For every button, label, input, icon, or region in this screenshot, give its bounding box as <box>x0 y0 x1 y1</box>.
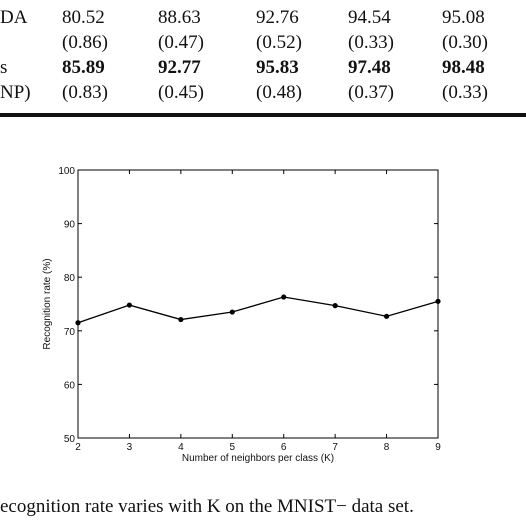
x-tick-label: 4 <box>178 442 184 453</box>
cell: 88.63 <box>158 7 201 28</box>
data-point <box>281 294 287 300</box>
cell: 80.52 <box>62 7 105 28</box>
cell: 92.76 <box>256 7 299 28</box>
data-point <box>383 313 390 319</box>
x-tick-label: 3 <box>127 442 133 453</box>
cell: (0.83) <box>62 82 108 103</box>
cell: (0.47) <box>158 32 204 53</box>
x-tick-label: 2 <box>75 442 81 453</box>
y-tick-label: 90 <box>64 220 76 231</box>
x-tick-label: 9 <box>435 442 441 453</box>
table-row: (0.86) (0.47) (0.52) (0.33) (0.30) <box>0 31 526 55</box>
cell: 95.08 <box>442 7 485 28</box>
series-line <box>77 296 439 324</box>
table-row: NP) (0.83) (0.45) (0.48) (0.37) (0.33) <box>0 81 526 105</box>
data-point <box>178 316 184 323</box>
row-label: DA <box>0 7 28 28</box>
x-tick-label: 5 <box>230 442 236 453</box>
table-row: s 85.89 92.77 95.83 97.48 98.48 <box>0 56 526 80</box>
y-tick-label: 50 <box>64 434 76 445</box>
cell: 85.89 <box>62 57 105 78</box>
row-label: NP) <box>0 82 31 103</box>
y-tick-label: 80 <box>64 273 76 284</box>
data-point <box>229 309 235 315</box>
cell: (0.86) <box>62 32 108 53</box>
y-tick-label: 100 <box>58 166 75 177</box>
row-label: s <box>0 57 8 78</box>
cell: (0.37) <box>348 82 394 103</box>
x-tick-label: 8 <box>384 442 390 453</box>
line-chart-figure: 2 3 4 5 6 7 8 9 50 60 70 80 90 100 Number of neighbor… <box>0 150 526 480</box>
x-axis-label: Number of neighbors per class (K) <box>182 453 334 464</box>
cell: (0.33) <box>442 82 488 103</box>
ticks-layer: 2 3 4 5 6 7 8 9 50 60 70 80 90 100 <box>58 166 441 453</box>
data-point <box>126 302 133 308</box>
y-tick-label: 70 <box>64 327 76 338</box>
y-tick-label: 60 <box>64 380 76 391</box>
cell: (0.33) <box>348 32 394 53</box>
series-layer <box>75 294 441 326</box>
plot-frame <box>77 169 439 439</box>
table-row: DA 80.52 88.63 92.76 94.54 95.08 <box>0 6 526 30</box>
cell: (0.45) <box>158 82 204 103</box>
cell: (0.48) <box>256 82 302 103</box>
x-tick-label: 6 <box>281 442 287 453</box>
figure-caption: ecognition rate varies with K on the MNI… <box>0 495 526 519</box>
results-table: DA 80.52 88.63 92.76 94.54 95.08 (0.86) … <box>0 0 526 120</box>
y-axis-label: Recognition rate (%) <box>42 258 53 349</box>
data-point <box>332 303 338 309</box>
cell: 92.77 <box>158 57 201 78</box>
line-chart: 2 3 4 5 6 7 8 9 50 60 70 80 90 100 Number of neighbor… <box>42 166 441 464</box>
cell: 97.48 <box>348 57 391 78</box>
cell: (0.30) <box>442 32 488 53</box>
x-tick-label: 7 <box>332 442 338 453</box>
cell: 95.83 <box>256 57 299 78</box>
cell: 94.54 <box>348 7 391 28</box>
caption-text: ecognition rate varies with K on the MNI… <box>0 496 414 517</box>
table-bottom-rule <box>0 113 526 117</box>
cell: 98.48 <box>442 57 485 78</box>
cell: (0.52) <box>256 32 302 53</box>
